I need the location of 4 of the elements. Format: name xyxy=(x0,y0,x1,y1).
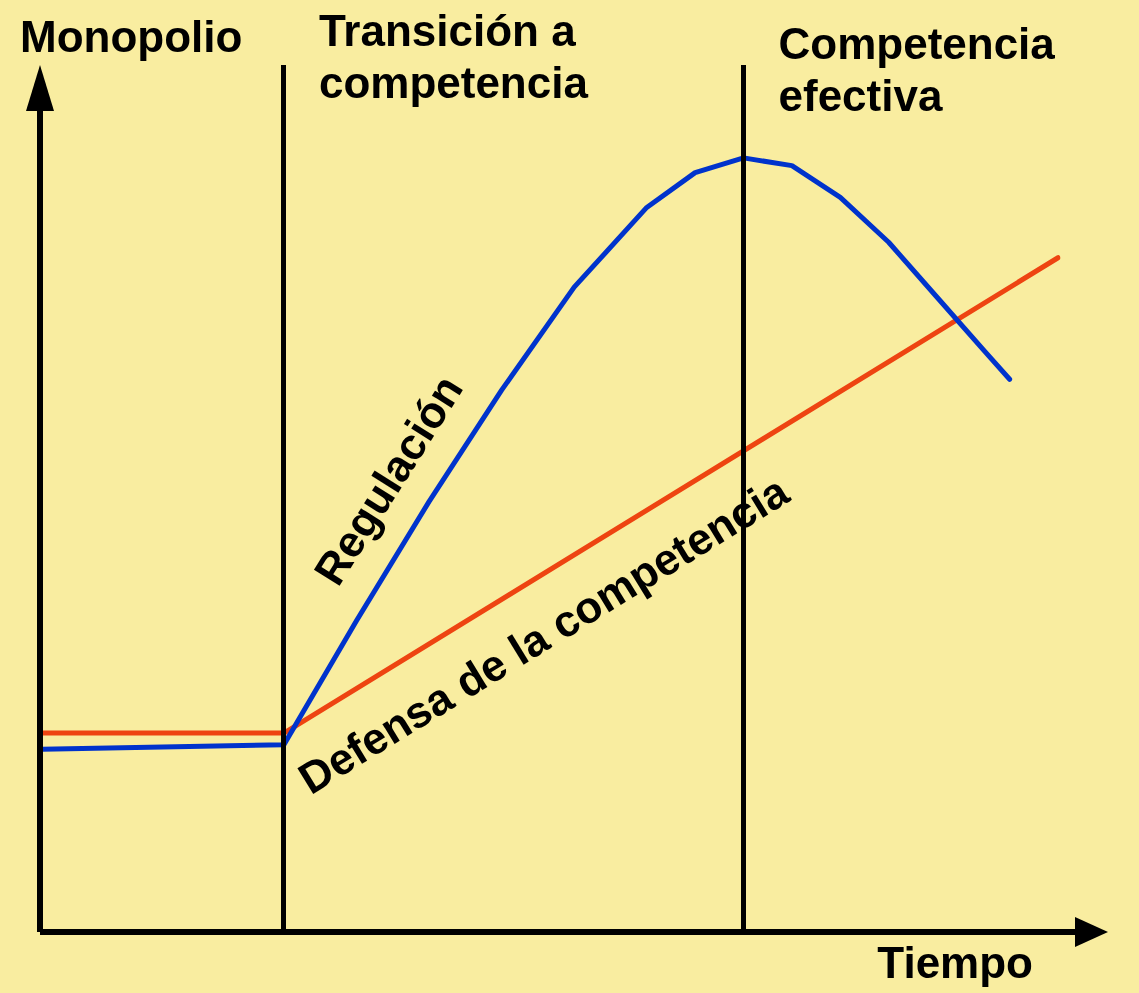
text: Monopolio xyxy=(20,12,243,62)
text: Competencia efectiva xyxy=(778,19,1056,121)
text: Transición a competencia xyxy=(318,6,589,108)
x-axis-title: Tiempo xyxy=(877,938,1033,988)
